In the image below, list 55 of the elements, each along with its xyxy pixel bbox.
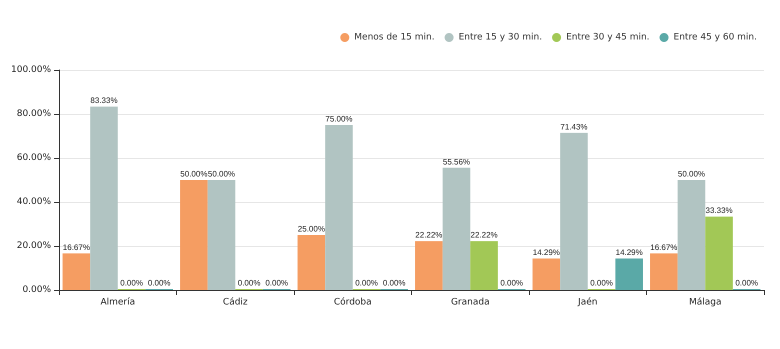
data-label: 33.33% (705, 206, 733, 216)
legend-label: Entre 45 y 60 min. (674, 32, 758, 42)
data-label: 22.22% (470, 230, 498, 240)
y-tick-label: 60.00% (16, 153, 52, 163)
data-label: 55.56% (442, 157, 470, 166)
y-tick-label: 20.00% (16, 241, 52, 251)
data-label: 22.22% (415, 230, 442, 240)
bar (560, 132, 588, 290)
data-label: 25.00% (298, 224, 325, 234)
x-tick-label: Granada (450, 298, 490, 308)
data-label: 50.00% (180, 170, 208, 178)
bar (650, 253, 678, 290)
data-label: 16.67% (62, 242, 90, 252)
data-label: 0.00% (735, 278, 758, 288)
data-label: 0.00% (238, 278, 260, 288)
y-tick-label: 80.00% (16, 109, 52, 119)
bar (180, 180, 208, 290)
x-tick-label: Almería (100, 296, 136, 308)
x-tick-label: Cádiz (222, 296, 248, 308)
data-label: 0.00% (355, 278, 378, 288)
bar (62, 253, 90, 290)
bar (532, 258, 560, 290)
bar (615, 258, 643, 290)
data-label: 0.00% (120, 278, 143, 288)
x-tick-label: Córdoba (334, 296, 372, 308)
data-label: 0.00% (148, 278, 171, 288)
bar (705, 216, 733, 290)
bar (442, 168, 470, 290)
bar (298, 235, 326, 290)
bar (325, 125, 353, 290)
bar (415, 241, 443, 290)
bar (90, 106, 118, 290)
data-label: 83.33% (90, 96, 118, 106)
x-tick-label: Jaén (577, 296, 598, 308)
y-tick-label: 100.00% (10, 65, 52, 75)
data-label: 50.00% (678, 170, 706, 178)
data-label: 14.29% (616, 248, 643, 258)
data-label: 16.67% (650, 242, 678, 252)
data-label: 0.00% (265, 278, 288, 288)
data-label: 50.00% (208, 170, 236, 178)
data-label: 75.00% (325, 114, 353, 124)
bar (208, 180, 236, 290)
bar (470, 241, 498, 290)
legend-label: Entre 30 y 45 min. (566, 32, 650, 42)
data-label: 14.29% (532, 248, 560, 258)
y-tick-label: 0.00% (22, 285, 52, 295)
data-label: 71.43% (560, 122, 588, 132)
bar (678, 180, 706, 290)
data-label: 0.00% (382, 278, 406, 288)
legend-label: Entre 15 y 30 min. (458, 32, 542, 42)
y-tick-label: 40.00% (16, 197, 52, 207)
x-tick-label: Málaga (688, 296, 722, 308)
data-label: 0.00% (500, 278, 524, 288)
data-label: 0.00% (590, 278, 613, 288)
legend-label: Menos de 15 min. (354, 32, 435, 42)
